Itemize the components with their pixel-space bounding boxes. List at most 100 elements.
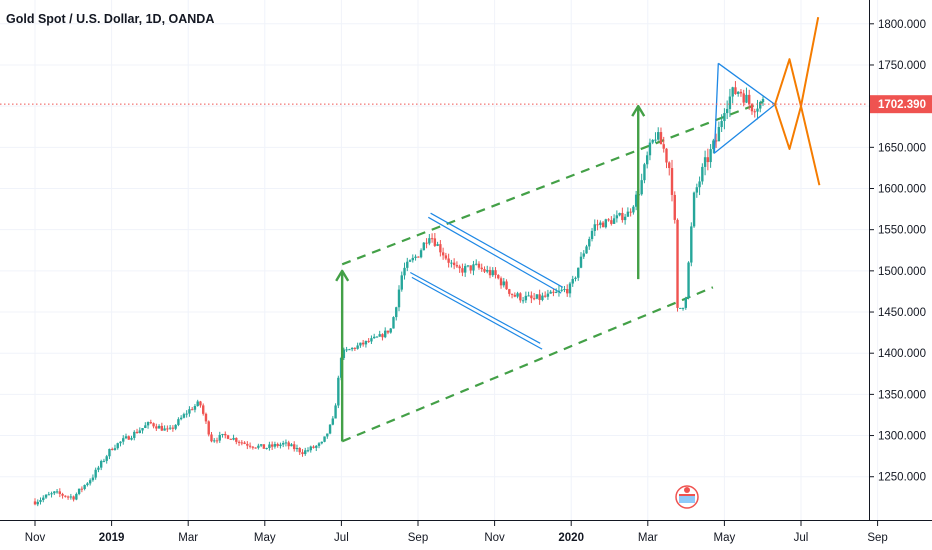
blue-flag-upper-line-2 — [428, 216, 562, 294]
candle-body — [626, 211, 630, 217]
candle-up — [328, 424, 332, 435]
candle-up — [221, 433, 224, 438]
candle-body — [414, 256, 417, 258]
candle-body — [601, 222, 605, 228]
candle-body — [135, 431, 139, 434]
candle-down — [601, 221, 605, 228]
candle-body — [452, 262, 456, 266]
candle-body — [270, 444, 274, 447]
candle-body — [510, 293, 514, 295]
candle-body — [692, 192, 696, 227]
candle-body — [428, 238, 431, 244]
candle-body — [254, 447, 257, 449]
candle-body — [248, 445, 252, 447]
candle-up — [295, 444, 299, 452]
candle-down — [312, 445, 315, 449]
candle-body — [408, 260, 412, 262]
price-tick-label: 1350.000 — [878, 389, 926, 401]
candle-body — [64, 495, 67, 497]
candle-up — [681, 307, 685, 311]
candle-down — [441, 247, 445, 260]
candle-up — [370, 335, 373, 344]
candle-body — [163, 428, 166, 431]
candle-body — [593, 224, 596, 231]
candle-body — [257, 445, 260, 448]
time-axis[interactable]: Nov 2019 Mar May Jul Sep Nov 2020 Mar May Jul Sep — [25, 520, 888, 544]
candle-up — [334, 403, 337, 419]
candle-body — [634, 194, 638, 207]
candle-up — [119, 441, 122, 447]
candle-up — [761, 96, 765, 106]
arrow-head-icon — [335, 269, 350, 282]
candle-body — [728, 96, 732, 109]
candle-down — [461, 263, 464, 277]
candle-up — [320, 441, 323, 445]
candle-down — [215, 437, 219, 444]
candle-down — [293, 441, 296, 452]
candle-body — [119, 441, 122, 444]
candle-up — [554, 288, 558, 294]
candle-up — [684, 296, 687, 310]
arrow-head-icon — [631, 104, 646, 117]
candle-up — [406, 257, 409, 272]
candle-down — [361, 339, 365, 347]
candle-body — [659, 132, 663, 145]
candle-body — [532, 298, 536, 300]
candle-body — [293, 444, 296, 450]
candle-down — [742, 89, 745, 107]
candle-up — [736, 91, 740, 97]
candle-body — [436, 244, 439, 246]
candle-down — [753, 108, 756, 118]
candle-body — [83, 485, 86, 489]
green-channel-lower-line — [341, 286, 714, 443]
candle-body — [469, 265, 472, 271]
candle-body — [709, 149, 712, 163]
candle-body — [447, 258, 450, 263]
candle-body — [224, 433, 227, 436]
time-tick-label: 2020 — [558, 532, 584, 544]
candle-down — [505, 279, 508, 290]
candle-body — [750, 104, 754, 112]
candle-body — [174, 424, 177, 429]
candle-up — [218, 431, 221, 443]
candle-body — [513, 294, 517, 297]
candle-body — [568, 283, 572, 294]
candle-down — [499, 276, 503, 289]
candle-body — [477, 263, 481, 268]
candle-up — [384, 327, 387, 339]
candle-body — [304, 450, 307, 455]
candle-up — [419, 248, 423, 259]
candle-down — [734, 81, 737, 95]
candle-up — [350, 347, 354, 352]
candle-up — [116, 442, 119, 450]
candle-down — [248, 442, 252, 449]
candle-body — [549, 291, 552, 294]
logo-head-icon — [684, 487, 690, 493]
candle-up — [590, 227, 594, 242]
candle-down — [513, 292, 517, 298]
candle-body — [563, 289, 566, 291]
candle-up — [53, 491, 56, 496]
candle-down — [353, 347, 357, 351]
grid-lines — [0, 0, 879, 520]
candle-body — [491, 270, 494, 276]
candle-up — [585, 244, 588, 254]
candle-down — [237, 440, 241, 446]
candle-down — [673, 191, 676, 224]
candle-body — [736, 91, 740, 95]
candle-up — [392, 316, 395, 329]
candle-body — [328, 424, 332, 434]
candle-body — [585, 246, 588, 254]
candle-down — [458, 264, 461, 273]
candle-up — [88, 478, 92, 486]
candle-up — [745, 87, 748, 104]
candle-body — [204, 413, 208, 422]
candle-up — [122, 435, 125, 445]
candle-body — [69, 496, 73, 498]
candle-up — [185, 410, 188, 418]
candle-up — [731, 86, 734, 104]
candle-body — [472, 264, 475, 271]
candle-body — [127, 436, 130, 440]
